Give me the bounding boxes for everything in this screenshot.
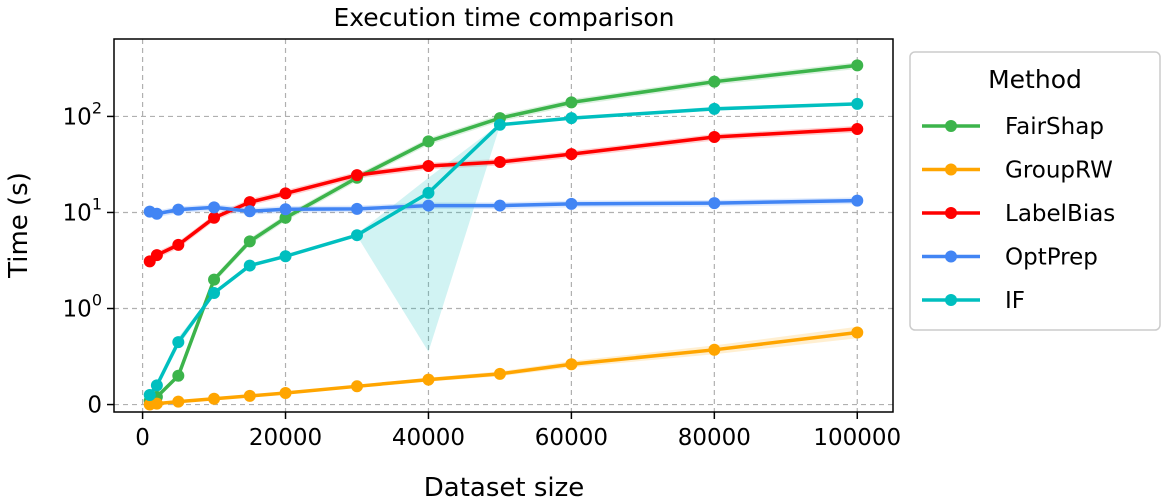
point-if: [851, 97, 864, 110]
legend-frame: [909, 51, 1161, 331]
y-axis-label: Time (s): [4, 172, 34, 279]
point-grouprw: [851, 326, 864, 339]
point-optprep: [851, 194, 864, 207]
point-if: [350, 229, 363, 242]
point-grouprw: [565, 358, 578, 371]
y-tick-base: 10: [63, 297, 92, 323]
point-if: [208, 287, 221, 300]
point-if: [493, 118, 506, 131]
band-labelbias: [149, 125, 858, 265]
y-tick-base: 10: [63, 200, 92, 226]
chart-title: Execution time comparison: [333, 3, 674, 32]
point-fairshap: [279, 211, 292, 224]
point-labelbias: [708, 131, 721, 144]
point-labelbias: [350, 169, 363, 182]
point-labelbias: [565, 148, 578, 161]
plot-frame: [113, 38, 894, 413]
point-grouprw: [150, 397, 163, 410]
point-optprep: [279, 203, 292, 216]
point-optprep: [565, 197, 578, 210]
point-grouprw: [708, 343, 721, 356]
legend-items: FairShap GroupRW LabelBias OptPrep IF: [922, 114, 1115, 314]
point-optprep: [243, 205, 256, 218]
point-if: [143, 388, 156, 401]
legend-marker: [945, 250, 957, 263]
x-axis-label: Dataset size: [424, 473, 585, 503]
line-labelbias: [148, 127, 858, 263]
point-fairshap: [243, 235, 256, 248]
y-tick-label: 100: [63, 291, 102, 323]
x-tick-label: 60000: [535, 425, 608, 451]
point-grouprw: [350, 380, 363, 393]
point-fairshap: [172, 369, 185, 382]
point-labelbias: [851, 122, 864, 135]
legend-label: GroupRW: [1005, 158, 1113, 184]
legend-label: IF: [1005, 288, 1025, 314]
point-optprep: [708, 197, 721, 210]
point-fairshap: [208, 273, 221, 286]
point-grouprw: [208, 392, 221, 405]
point-optprep: [172, 203, 185, 216]
series-points: [143, 59, 864, 411]
point-grouprw: [422, 373, 435, 386]
point-grouprw: [172, 395, 185, 408]
x-tick-label: 80000: [678, 425, 751, 451]
point-if: [243, 259, 256, 272]
y-tick-label: 101: [63, 194, 102, 226]
point-labelbias: [172, 238, 185, 251]
legend-label: FairShap: [1005, 114, 1104, 140]
point-grouprw: [243, 389, 256, 402]
legend-marker: [945, 294, 957, 306]
point-optprep: [208, 201, 221, 214]
legend-marker: [945, 120, 957, 132]
x-tick-label: 100000: [813, 425, 901, 451]
legend: Method FairShap GroupRW LabelBias OptPrep IF: [909, 51, 1161, 331]
point-labelbias: [243, 196, 256, 209]
band-grouprw: [149, 326, 858, 405]
band-fairshap: [149, 62, 858, 402]
point-if: [150, 379, 163, 392]
x-axis-ticks: 0 20000 40000 60000 80000 100000: [135, 412, 901, 451]
legend-label: LabelBias: [1005, 201, 1115, 227]
y-tick-label: 102: [63, 98, 102, 130]
point-optprep: [350, 202, 363, 215]
point-labelbias: [279, 187, 292, 200]
point-fairshap: [851, 59, 864, 72]
legend-label: OptPrep: [1005, 245, 1098, 271]
point-optprep: [493, 199, 506, 212]
point-grouprw: [279, 387, 292, 400]
point-optprep: [150, 207, 163, 220]
x-tick-label: 40000: [392, 425, 465, 451]
y-tick-base: 0: [87, 393, 102, 419]
point-fairshap: [708, 75, 721, 88]
point-labelbias: [208, 211, 221, 224]
point-if: [565, 112, 578, 125]
line-if: [148, 102, 858, 396]
point-optprep: [422, 199, 435, 212]
point-grouprw: [493, 367, 506, 380]
point-fairshap: [422, 135, 435, 148]
grid: [114, 39, 893, 412]
legend-title: Method: [988, 65, 1082, 94]
y-tick-exponent: 1: [92, 194, 102, 213]
y-tick-base: 10: [63, 104, 92, 130]
point-fairshap: [565, 96, 578, 109]
point-if: [279, 250, 292, 263]
point-labelbias: [493, 156, 506, 169]
point-labelbias: [422, 159, 435, 172]
y-tick-exponent: 0: [92, 291, 102, 310]
band-if: [149, 102, 858, 396]
point-if: [708, 102, 721, 115]
x-tick-label: 0: [135, 425, 150, 451]
legend-marker: [945, 207, 957, 219]
point-if: [172, 336, 185, 349]
y-tick-label: 0: [87, 393, 102, 419]
point-if: [422, 186, 435, 199]
x-tick-label: 20000: [249, 425, 322, 451]
legend-marker: [945, 163, 957, 176]
point-labelbias: [150, 249, 163, 262]
y-tick-exponent: 2: [92, 98, 102, 117]
